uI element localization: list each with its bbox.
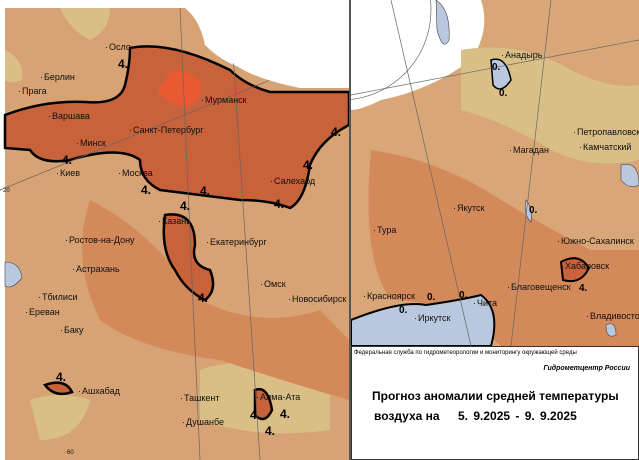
- city-label: Петропавловск: [573, 127, 639, 137]
- right-map-shading: [351, 0, 639, 346]
- city-label: Прага: [18, 86, 47, 96]
- contour-label: 0.: [427, 292, 436, 303]
- contour-label: 4.: [141, 183, 152, 197]
- contour-label: 4.: [579, 283, 588, 294]
- city-label: Баку: [60, 325, 83, 335]
- city-label: Ростов-на-Дону: [65, 235, 135, 245]
- anomaly-area-mid: [82, 200, 349, 400]
- city-label: Ташкент: [180, 393, 219, 403]
- city-label: Анадырь: [501, 50, 542, 60]
- city-label: Хабаровск: [561, 261, 609, 271]
- cold-area-chukotka: [490, 58, 512, 90]
- arctic-ocean: [351, 0, 485, 110]
- forecast-title-line2: воздуха на: [374, 409, 440, 423]
- contour-label: 0.: [399, 305, 408, 316]
- grid-label: 60: [64, 450, 74, 456]
- forecast-info-box: Федеральная служба по гидрометеорологии …: [351, 346, 639, 460]
- forecast-date-range: 5. 9.2025 - 9. 9.2025: [458, 409, 577, 423]
- city-label: Екатеринбург: [206, 237, 267, 247]
- contour-label: 4.: [331, 125, 342, 139]
- city-label: Санкт-Петербург: [129, 125, 204, 135]
- city-label: Казань: [158, 216, 191, 226]
- panel-divider: [349, 0, 351, 460]
- contour-label: 4.: [118, 57, 129, 71]
- city-label: Якутск: [453, 203, 485, 213]
- city-label: Красноярск: [363, 291, 415, 301]
- center-name: Гидрометцентр России: [543, 365, 631, 372]
- city-label: Новосибирск: [288, 294, 346, 304]
- contour-label: 4.: [200, 184, 211, 198]
- contour-label: 4.: [274, 197, 285, 211]
- contour-label: 4.: [180, 199, 191, 213]
- contour-label: 4.: [198, 291, 209, 305]
- contour-label: 4.: [250, 408, 261, 422]
- anomaly-area-mid: [368, 150, 639, 346]
- right-map-panel: Анадырь Петропавловск Камчатский Магадан…: [351, 0, 639, 346]
- contour-label: 0.: [459, 290, 468, 301]
- city-label: Ашхабад: [78, 386, 120, 396]
- city-label: Южно-Сахалинск: [557, 236, 634, 246]
- contour-label: 4.: [265, 424, 276, 438]
- forecast-title: Прогноз аномалии средней температуры: [372, 389, 619, 403]
- contour-label: 0.: [499, 88, 508, 99]
- anomaly-area-high-south: [42, 213, 274, 421]
- grid-label: 20: [0, 188, 10, 194]
- city-label: Москва: [118, 168, 153, 178]
- arctic-coast: [185, 0, 349, 88]
- city-label: Благовещенск: [507, 282, 571, 292]
- contour-label: 0.: [529, 205, 538, 216]
- water-caspian: [4, 261, 23, 288]
- city-label: Минск: [76, 138, 106, 148]
- city-label: Киев: [56, 168, 80, 178]
- city-label: Омск: [260, 279, 286, 289]
- agency-name: Федеральная служба по гидрометеорологии …: [354, 350, 577, 356]
- city-label: Варшава: [48, 111, 90, 121]
- city-label: Владивосток: [586, 311, 639, 321]
- city-label: Алма-Ата: [256, 392, 300, 402]
- city-label: Осло: [105, 42, 131, 52]
- anomaly-peak: [158, 71, 201, 108]
- city-label: Мурманск: [201, 95, 247, 105]
- city-label: Берлин: [40, 72, 75, 82]
- city-label: Иркутск: [414, 313, 450, 323]
- city-label: Тбилиси: [38, 292, 78, 302]
- contour-label: 4.: [303, 158, 314, 172]
- city-label: Салехард: [270, 176, 315, 186]
- contour-label: 4.: [56, 370, 67, 384]
- contour-label: 0.: [492, 62, 501, 73]
- left-map-shading: [0, 0, 349, 460]
- city-label: Магадан: [509, 145, 549, 155]
- city-label: Астрахань: [72, 264, 120, 274]
- city-label: Ереван: [25, 307, 60, 317]
- city-label: Камчатский: [579, 142, 631, 152]
- city-label: Тура: [373, 225, 396, 235]
- city-label: Душанбе: [182, 417, 224, 427]
- contour-label: 4.: [62, 153, 73, 167]
- left-map-panel: Осло Берлин Прага Мурманск Варшава Санкт…: [0, 0, 349, 460]
- city-label: Чита: [473, 298, 497, 308]
- contour-label: 4.: [280, 407, 291, 421]
